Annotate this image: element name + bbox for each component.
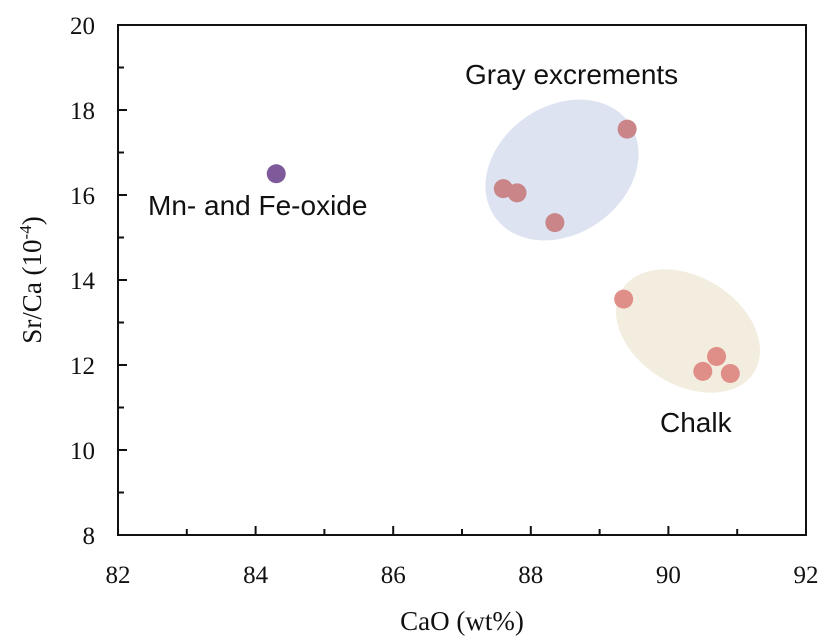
chalk-point — [707, 347, 727, 366]
chalk-label: Chalk — [660, 407, 733, 438]
mn-and-fe-oxide-point — [266, 164, 286, 184]
y-axis-title-close: ) — [17, 216, 47, 225]
gray-excrements-label: Gray excrements — [465, 59, 678, 90]
y-axis-title-superscript: -4 — [16, 225, 35, 240]
y-axis-title: Sr/Ca (10-4) — [16, 216, 47, 343]
y-tick-label: 12 — [70, 353, 95, 380]
y-tick-label: 18 — [70, 98, 95, 125]
y-tick-label: 16 — [70, 183, 95, 210]
chalk-point — [614, 289, 634, 309]
mn-and-fe-oxide-label: Mn- and Fe-oxide — [148, 190, 367, 221]
x-tick-label: 88 — [518, 562, 543, 589]
gray-excrements-point — [545, 213, 565, 233]
group-labels: Mn- and Fe-oxide Gray excrements Chalk — [148, 59, 733, 438]
gray-excrements-point — [617, 119, 637, 139]
axis-ticks — [117, 24, 807, 536]
x-tick-label: 92 — [794, 562, 819, 589]
x-tick-label: 84 — [243, 562, 269, 589]
axis-tick-labels: 82 84 86 88 90 92 8 10 12 14 16 18 20 — [70, 13, 819, 589]
x-axis-title: CaO (wt%) — [400, 606, 524, 636]
x-tick-label: 86 — [381, 562, 406, 589]
data-points — [266, 119, 740, 383]
chalk-point — [693, 361, 713, 381]
y-axis-title-main: Sr/Ca (10 — [17, 239, 47, 343]
chalk-region — [615, 269, 761, 393]
x-tick-label: 82 — [106, 562, 131, 589]
y-tick-label: 20 — [70, 13, 95, 40]
y-tick-label: 10 — [70, 438, 95, 465]
x-tick-label: 90 — [656, 562, 681, 589]
chalk-point — [720, 364, 740, 383]
gray-excrements-point — [507, 183, 527, 203]
y-tick-label: 8 — [83, 523, 96, 550]
gray-excrements-region — [485, 99, 639, 241]
y-tick-label: 14 — [70, 268, 96, 295]
